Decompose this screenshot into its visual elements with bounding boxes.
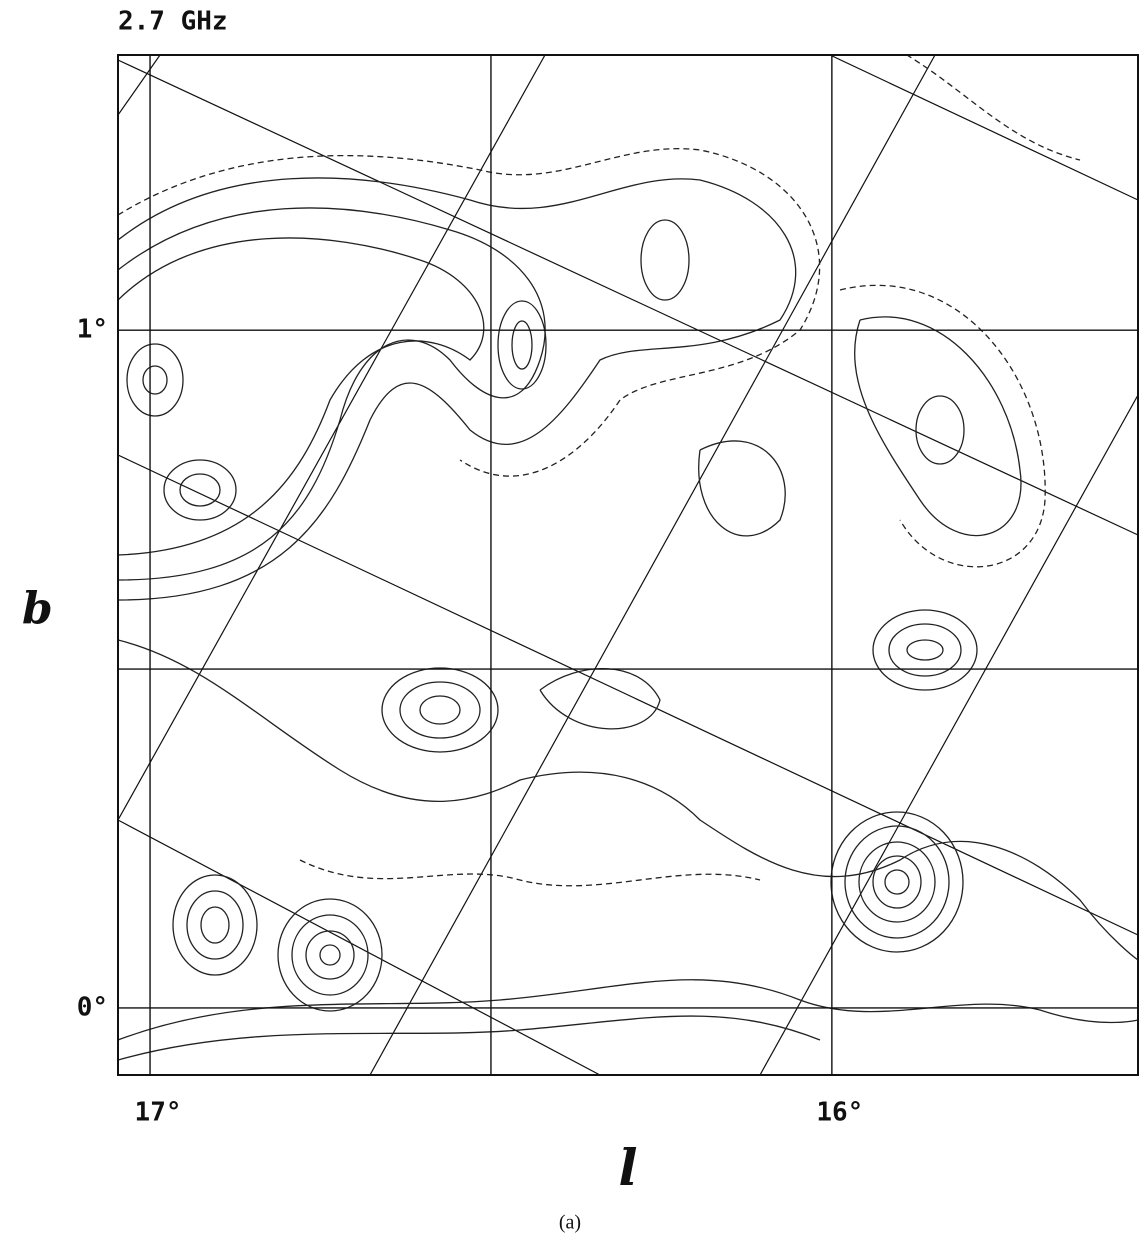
plot-frame (118, 55, 1138, 1075)
caption: (a) (559, 1212, 581, 1234)
coordinate-lines (118, 55, 1138, 1075)
y-axis-label: b (22, 584, 53, 635)
contour-lines (118, 40, 1138, 1060)
y-tick-label: 0° (77, 992, 108, 1022)
x-tick-label: 17° (135, 1098, 182, 1128)
contours (118, 40, 1138, 1075)
y-tick-label: 1° (77, 315, 108, 345)
chart-title: 2.7 GHz (118, 7, 228, 37)
x-tick-label: 16° (816, 1098, 863, 1128)
figure: 2.7 GHz b l (a) (0, 0, 1141, 1240)
x-axis-label: l (619, 1138, 638, 1197)
